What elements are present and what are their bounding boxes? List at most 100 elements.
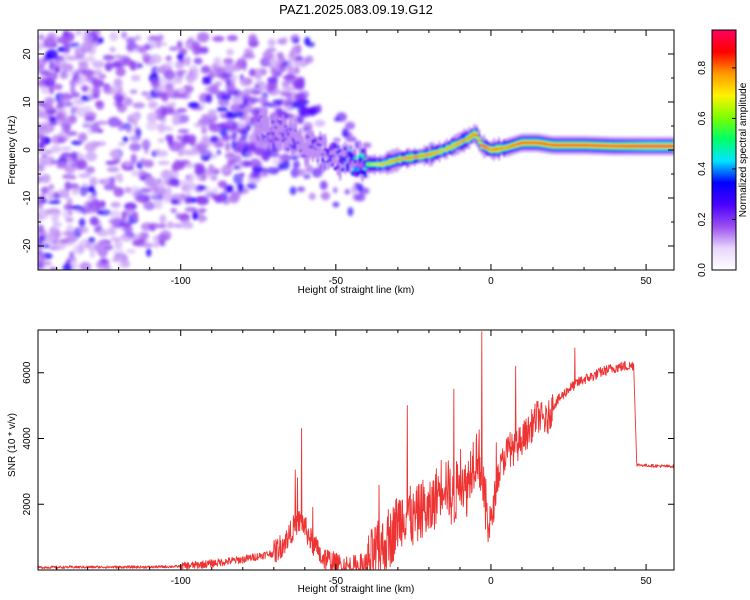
spectrogram-ridge-cell (336, 145, 340, 149)
spectrogram-noise-blob (123, 97, 133, 106)
spectrogram-noise-blob (225, 111, 237, 120)
spectrogram-noise-blob (293, 81, 305, 90)
spectrogram-noise-blob (217, 180, 228, 189)
spectrogram-ridge-cell (378, 163, 382, 166)
spectrogram-ridge-cell (373, 163, 377, 166)
spectrogram-noise-blob (164, 125, 174, 132)
spectrogram-noise-blob (126, 248, 136, 254)
spectrogram-noise-blob (38, 261, 44, 270)
spectrogram-ridge-cell (413, 155, 417, 159)
spectrogram-noise-blob (354, 193, 366, 202)
spectrogram-ridge-cell (529, 141, 533, 144)
spectrogram-noise-blob (160, 91, 169, 102)
spectrogram-ridge-cell (358, 153, 362, 156)
spectrogram-ridge-cell (566, 144, 571, 147)
spectrogram-ridge-cell (283, 137, 288, 140)
spectrogram-noise-blob (49, 207, 59, 213)
spectrogram-ridge-cell (323, 161, 327, 164)
spectrogram-ridge-cell (482, 145, 486, 148)
y-tick-label: 10 (22, 96, 33, 108)
spectrogram-ridge-cell (333, 142, 337, 149)
spectrogram-noise-blob (87, 237, 96, 243)
spectrogram-ridge-cell (311, 147, 315, 163)
spectrogram-noise-blob (285, 93, 294, 102)
spectrogram-noise-blob (130, 74, 141, 82)
spectrogram-noise-blob (148, 35, 160, 41)
spectrogram-noise-blob (350, 185, 358, 194)
spectrogram-noise-blob (121, 210, 127, 222)
spectrogram-ridge-cell (291, 123, 295, 140)
spectrogram-noise-blob (62, 42, 70, 47)
spectrogram-ridge-cell (259, 127, 263, 144)
spectrogram-ridge-cell (306, 146, 310, 168)
spectrogram-noise-blob (141, 53, 152, 59)
spectrogram-ridge-cell (569, 144, 573, 147)
spectrogram-noise-blob (295, 44, 302, 55)
spectrogram-noise-blob (97, 210, 104, 215)
spectrogram-ridge-cell (281, 139, 285, 142)
spectrogram-noise-blob (61, 63, 74, 72)
snr-series-line (38, 331, 674, 570)
spectrogram-ridge-cell (636, 145, 640, 148)
x-tick-label: -50 (329, 276, 344, 287)
spectrogram-ridge-cell (313, 147, 317, 150)
spectrogram-noise-blob (87, 185, 95, 193)
spectrogram-noise-blob (267, 153, 281, 158)
spectrogram-ridge-cell (507, 145, 511, 148)
spectrogram-ridge-cell (643, 145, 648, 148)
spectrogram-noise-blob (234, 143, 243, 152)
spectrogram-noise-blob (315, 104, 322, 114)
spectrogram-ridge-cell (537, 141, 541, 145)
spectrogram-ridge-cell (502, 147, 506, 149)
spectrogram-noise-blob (67, 42, 81, 48)
spectrogram-ridge-cell (470, 135, 474, 138)
spectrogram-ridge-cell (363, 157, 367, 160)
spectrogram-noise-blob (216, 149, 221, 156)
spectrogram-noise-blob (355, 183, 364, 192)
spectrogram-noise-blob (84, 141, 97, 153)
spectrogram-ridge-cell (408, 156, 412, 159)
spectrogram-ridge-cell (487, 148, 491, 150)
spectrogram-ridge-cell (561, 144, 566, 147)
spectrogram-noise-blob (85, 151, 97, 162)
spectrogram-noise-blob (140, 222, 153, 232)
spectrogram-noise-blob (188, 137, 196, 146)
spectrogram-ridge-cell (462, 139, 466, 142)
spectrogram-noise-blob (81, 41, 93, 53)
spectrogram-noise-blob (137, 63, 144, 69)
spectrogram-noise-blob (196, 195, 209, 206)
spectrogram-noise-blob (303, 121, 313, 131)
spectrogram-noise-blob (40, 186, 50, 195)
colorbar-tick-label: 0.0 (697, 263, 708, 277)
spectrogram-noise-blob (69, 250, 75, 259)
spectrogram-noise-blob (185, 149, 198, 156)
spectrogram-noise-blob (267, 76, 279, 84)
spectrogram-noise-blob (86, 55, 96, 63)
colorbar: 0.0 0.2 0.4 0.6 0.8 Normalized spectral ampl… (697, 29, 749, 277)
spectrogram-noise-blob (192, 211, 199, 221)
spectrogram-ridge-cell (604, 144, 608, 147)
spectrogram-ridge-cell (281, 113, 285, 134)
spectrogram-ridge-cell (532, 141, 536, 144)
spectrogram-noise-blob (224, 119, 235, 126)
spectrogram-ridge-cell (648, 145, 653, 148)
spectrogram-ridge-cell (348, 151, 352, 157)
spectrogram-ridge-cell (619, 145, 623, 148)
spectrogram-noise-blob (225, 184, 234, 194)
spectrogram-noise-blob (239, 74, 244, 81)
spectrogram-noise-blob (332, 201, 340, 208)
spectrogram-ridge-cell (440, 149, 444, 152)
spectrogram-noise-blob (53, 231, 62, 239)
spectrogram-noise-blob (137, 45, 148, 54)
spectrogram-noise-blob (165, 60, 173, 68)
spectrogram-ridge-cell (308, 129, 312, 143)
colorbar-tick-label: 0.8 (697, 61, 708, 75)
spectrogram-ridge-cell (343, 146, 347, 151)
spectrogram-noise-blob (345, 121, 356, 130)
spectrogram-ridge-cell (591, 144, 595, 147)
spectrogram-ridge-cell (472, 133, 476, 136)
colorbar-tick-label: 0.4 (697, 162, 708, 176)
spectrogram-noise-blob (158, 239, 165, 245)
spectrogram-noise-blob (146, 247, 152, 257)
spectrogram-noise-blob (285, 73, 291, 85)
